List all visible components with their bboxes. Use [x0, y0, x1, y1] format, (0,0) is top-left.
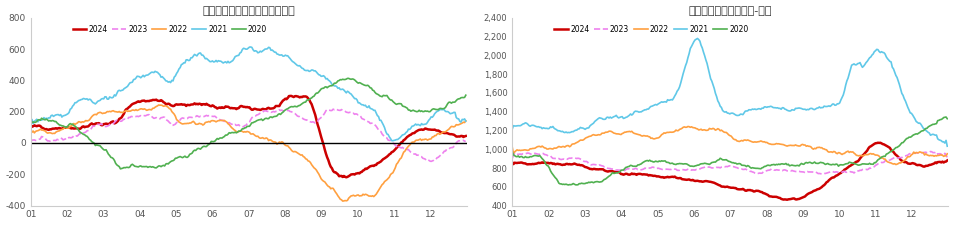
Title: 上海热轧卷板与螺纹钢价差走势: 上海热轧卷板与螺纹钢价差走势: [202, 6, 294, 16]
Legend: 2024, 2023, 2022, 2021, 2020: 2024, 2023, 2022, 2021, 2020: [551, 22, 751, 37]
Title: 螺废价差：上海螺纹钢-废钢: 螺废价差：上海螺纹钢-废钢: [688, 6, 771, 16]
Legend: 2024, 2023, 2022, 2021, 2020: 2024, 2023, 2022, 2021, 2020: [70, 22, 270, 37]
